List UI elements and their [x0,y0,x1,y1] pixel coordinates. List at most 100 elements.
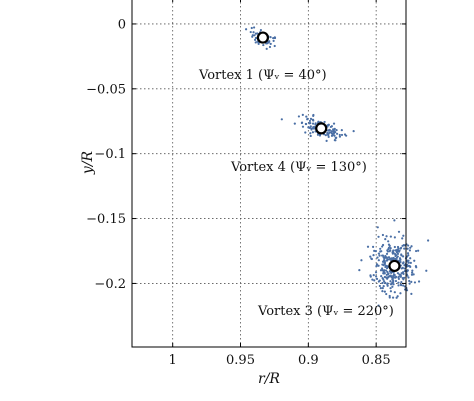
scatter-point [371,245,375,248]
scatter-point [272,39,275,43]
scatter-point [377,264,380,267]
scatter-point [301,113,304,116]
scatter-point [391,278,394,281]
scatter-point [397,277,400,281]
scatter-point [372,254,375,257]
scatter-point [407,254,410,257]
vortex-annotation: Vortex 1 (Ψᵥ = 40°) [198,68,327,83]
scatter-point [381,281,384,285]
axis-ticks: 1 0.95 0.9 0.85 0 −0.05 −0.1 −0.15 −0.2 [86,0,406,368]
scatter-point [391,252,394,255]
scatter-point [335,132,339,135]
scatter-point [269,36,272,39]
scatter-point [402,272,405,276]
scatter-point [400,253,403,256]
scatter-point [309,121,312,125]
scatter-point [377,304,380,307]
scatter-point [411,271,414,274]
scatter-point [382,285,385,288]
scatter-point [338,135,342,138]
scatter-point [293,122,296,125]
scatter-point [312,113,315,117]
scatter-point [395,256,398,260]
scatter-point [394,249,397,252]
scatter-point [402,284,405,287]
scatter-point [377,252,380,255]
scatter-point [376,226,379,229]
scatter-point [381,269,384,272]
scatter-point [395,254,398,257]
scatter-point [417,249,420,252]
scatter-point [305,115,308,118]
scatter-point [358,269,361,272]
scatter-point [408,264,411,268]
scatter-point [389,235,392,238]
y-tick-label: −0.15 [86,212,126,227]
scatter-point [308,119,312,123]
scatter-point [386,282,389,285]
scatter-point [327,135,330,139]
scatter-point [401,244,404,247]
scatter-point [413,259,416,262]
scatter-point [377,235,380,238]
scatter-point [393,236,396,239]
scatter-point [415,266,418,269]
scatter-point [402,234,405,237]
scatter-point [417,280,421,283]
scatter-point [381,233,385,237]
scatter-point [401,255,405,258]
scatter-point [392,249,395,252]
scatter-point [395,251,398,254]
scatter-point [253,26,256,29]
scatter-point [384,237,387,241]
vortex-annotations: Vortex 1 (Ψᵥ = 40°) Vortex 4 (Ψᵥ = 130°) V… [198,68,394,319]
scatter-point [252,31,255,34]
y-tick-label: −0.1 [94,147,126,162]
scatter-point [309,125,312,128]
scatter-point [393,273,396,277]
scatter-point [403,285,407,288]
scatter-point [329,125,332,129]
scatter-point [333,139,336,142]
scatter-point [395,296,398,299]
scatter-point [401,271,405,274]
scatter-point [334,136,337,140]
scatter-point [400,280,403,284]
scatter-point [328,128,331,132]
scatter-point [399,274,402,278]
scatter-point [369,255,372,258]
scatter-point [382,271,386,274]
scatter-point [386,284,389,287]
scatter-point [309,134,312,138]
scatter-point [397,281,400,284]
scatter-point [309,117,313,120]
scatter-point [406,274,409,277]
scatter-point [262,43,265,47]
scatter-point [259,28,263,32]
scatter-point [387,240,390,243]
scatter-point [397,284,400,287]
scatter-point [394,279,398,283]
scatter-point [374,275,378,278]
scatter-point [399,292,402,295]
scatter-point [381,290,384,293]
x-tick-label: 0.95 [226,353,255,368]
scatter-point [409,261,412,264]
scatter-point [407,276,410,279]
scatter-point [427,239,430,242]
scatter-point [379,269,383,272]
scatter-point [409,246,412,249]
scatter-point [308,126,311,129]
scatter-point [310,128,313,131]
scatter-point [332,132,335,135]
x-tick-label: 0.9 [298,353,319,368]
scatter-point [389,249,392,252]
y-tick-label: 0 [118,17,126,32]
scatter-point [323,120,326,124]
scatter-point [304,131,307,134]
scatter-point [380,267,384,270]
y-tick-label: −0.2 [94,277,126,292]
scatter-point [406,247,409,250]
scatter-point [413,281,417,284]
scatter-point [410,280,413,283]
